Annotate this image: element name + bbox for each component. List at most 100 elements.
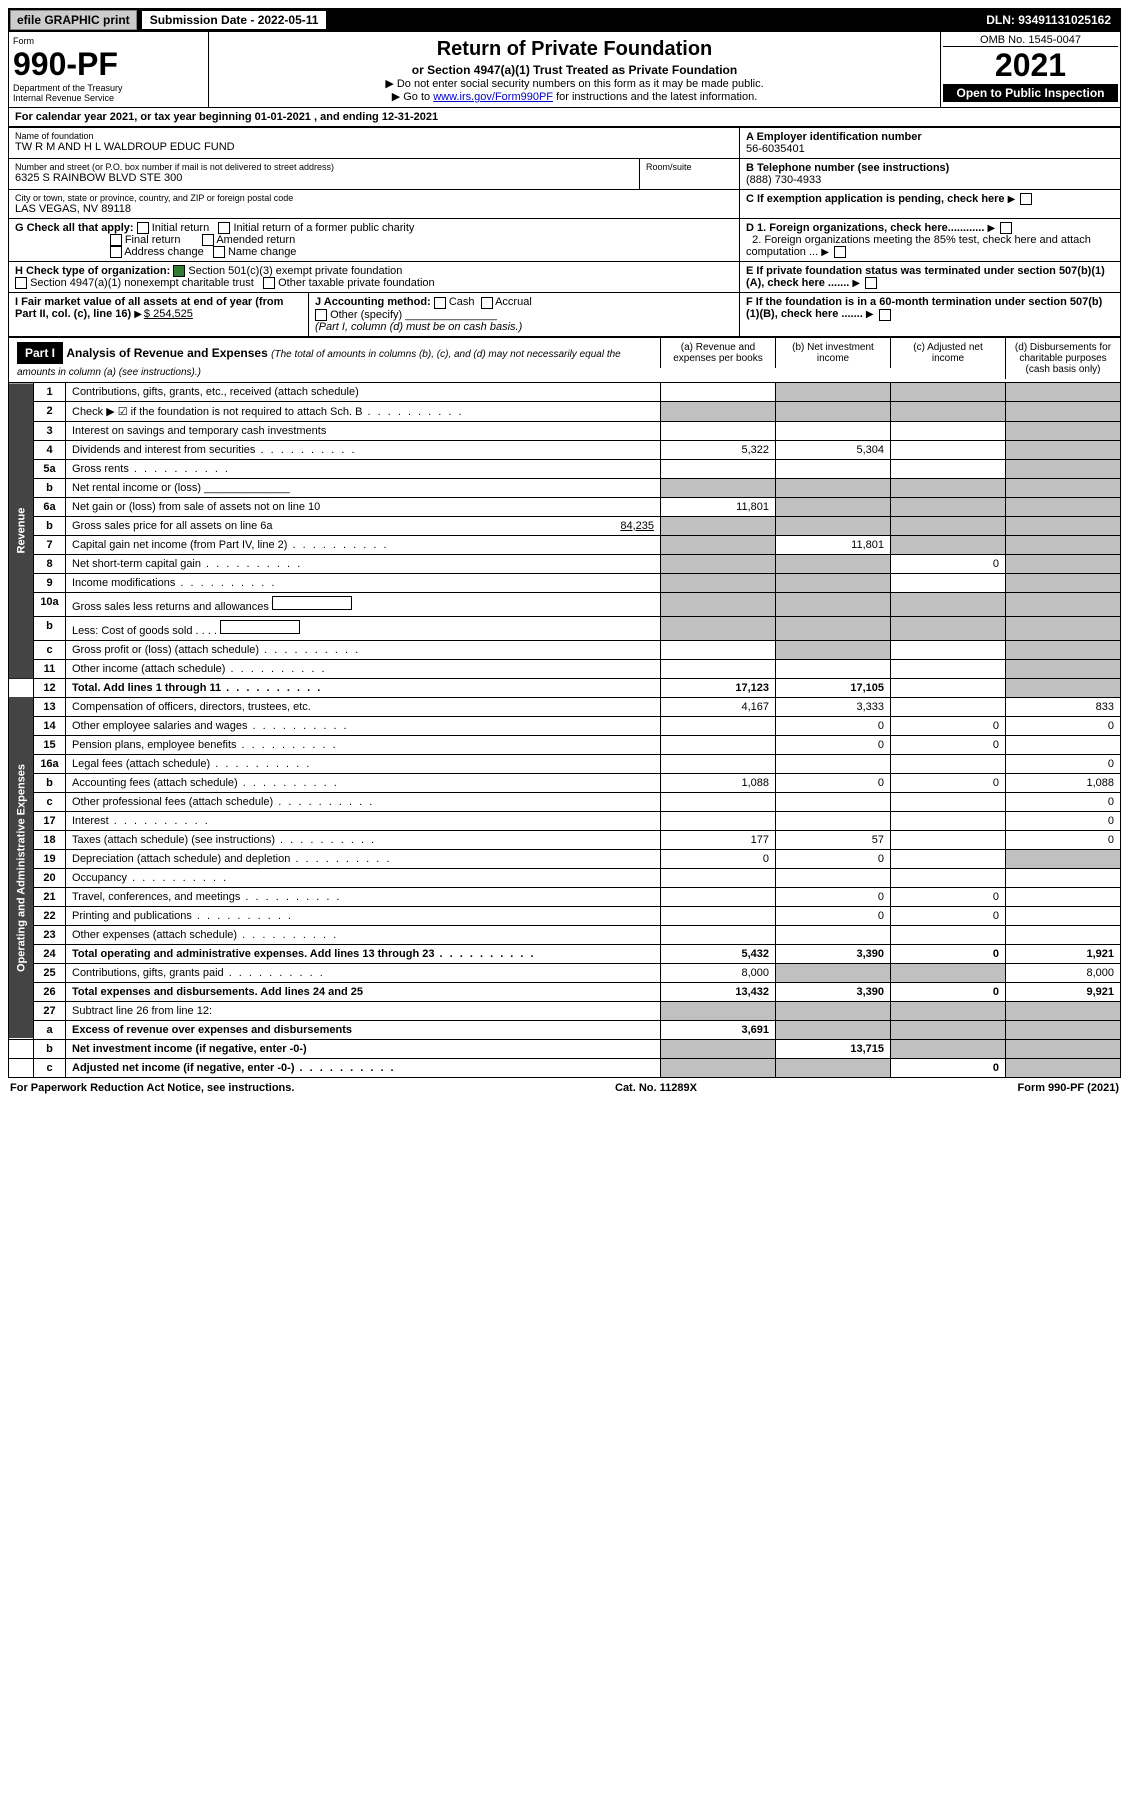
- part1-header: Part I Analysis of Revenue and Expenses …: [8, 338, 1121, 383]
- c-checkbox[interactable]: [1020, 193, 1032, 205]
- form-header: Form 990-PF Department of the Treasury I…: [8, 32, 1121, 108]
- h-501c3-checkbox[interactable]: [173, 265, 185, 277]
- ein-value: 56-6035401: [746, 143, 1114, 155]
- cal-begin: 01-01-2021: [255, 111, 311, 123]
- j-cash: Cash: [449, 296, 475, 308]
- revenue-sidelabel: Revenue: [9, 383, 34, 679]
- table-row: 26Total expenses and disbursements. Add …: [9, 982, 1121, 1001]
- g-initial-former: Initial return of a former public charit…: [233, 222, 414, 234]
- phone-value: (888) 730-4933: [746, 174, 1114, 186]
- open-inspection-badge: Open to Public Inspection: [943, 84, 1118, 102]
- form-label: Form: [13, 36, 204, 46]
- d2-checkbox[interactable]: [834, 246, 846, 258]
- foundation-name-label: Name of foundation: [15, 131, 733, 141]
- j-label: J Accounting method:: [315, 296, 431, 308]
- h-label: H Check type of organization:: [15, 265, 170, 277]
- efile-print-button[interactable]: efile GRAPHIC print: [10, 10, 137, 30]
- j-accrual-checkbox[interactable]: [481, 297, 493, 309]
- g-initial-checkbox[interactable]: [137, 222, 149, 234]
- d1-checkbox[interactable]: [1000, 222, 1012, 234]
- footer-right: Form 990-PF (2021): [1018, 1082, 1119, 1094]
- ein-label: A Employer identification number: [746, 131, 1114, 143]
- i-value: $ 254,525: [144, 308, 193, 320]
- j-other: Other (specify): [330, 309, 402, 321]
- g-label: G Check all that apply:: [15, 222, 134, 234]
- table-row: 12Total. Add lines 1 through 11 17,12317…: [9, 678, 1121, 697]
- g-amended: Amended return: [216, 234, 295, 246]
- col-b-header: (b) Net investment income: [775, 338, 890, 368]
- e-checkbox[interactable]: [865, 277, 877, 289]
- g-initial-former-checkbox[interactable]: [218, 222, 230, 234]
- expenses-sidelabel: Operating and Administrative Expenses: [9, 697, 34, 1039]
- h-4947: Section 4947(a)(1) nonexempt charitable …: [30, 277, 254, 289]
- form-number: 990-PF: [13, 46, 204, 83]
- table-row: 4Dividends and interest from securities …: [9, 440, 1121, 459]
- j-note: (Part I, column (d) must be on cash basi…: [315, 321, 522, 333]
- g-amended-checkbox[interactable]: [202, 234, 214, 246]
- table-row: 8Net short-term capital gain 0: [9, 554, 1121, 573]
- table-row: 25Contributions, gifts, grants paid 8,00…: [9, 963, 1121, 982]
- room-label: Room/suite: [646, 162, 733, 172]
- dln: DLN: 93491131025162: [986, 13, 1119, 27]
- table-row: 17Interest 0: [9, 811, 1121, 830]
- c-label: C If exemption application is pending, c…: [746, 193, 1005, 205]
- address-label: Number and street (or P.O. box number if…: [15, 162, 633, 172]
- irs-label: Internal Revenue Service: [13, 93, 204, 103]
- g-final-checkbox[interactable]: [110, 234, 122, 246]
- table-row: 19Depreciation (attach schedule) and dep…: [9, 849, 1121, 868]
- table-row: 16aLegal fees (attach schedule) 0: [9, 754, 1121, 773]
- table-row: 9Income modifications: [9, 573, 1121, 592]
- cal-label: For calendar year 2021, or tax year begi…: [15, 111, 255, 123]
- j-other-checkbox[interactable]: [315, 309, 327, 321]
- city-label: City or town, state or province, country…: [15, 193, 733, 203]
- f-checkbox[interactable]: [879, 309, 891, 321]
- note-ssn: ▶ Do not enter social security numbers o…: [217, 77, 932, 90]
- table-row: 22Printing and publications 00: [9, 906, 1121, 925]
- table-row: aExcess of revenue over expenses and dis…: [9, 1020, 1121, 1039]
- cal-mid: , and ending: [314, 111, 382, 123]
- table-row: Revenue 1Contributions, gifts, grants, e…: [9, 383, 1121, 402]
- h-other-checkbox[interactable]: [263, 277, 275, 289]
- table-row: 2Check ▶ ☑ if the foundation is not requ…: [9, 401, 1121, 421]
- calendar-year-row: For calendar year 2021, or tax year begi…: [8, 108, 1121, 128]
- col-c-header: (c) Adjusted net income: [890, 338, 1005, 368]
- table-row: bNet rental income or (loss) ___________…: [9, 478, 1121, 497]
- year-box: OMB No. 1545-0047 2021 Open to Public In…: [940, 32, 1120, 107]
- f-label: F If the foundation is in a 60-month ter…: [746, 296, 1102, 320]
- footer-left: For Paperwork Reduction Act Notice, see …: [10, 1082, 294, 1094]
- g-name: Name change: [228, 246, 297, 258]
- submission-date: Submission Date - 2022-05-11: [141, 10, 328, 30]
- d1-label: D 1. Foreign organizations, check here..…: [746, 222, 984, 234]
- j-cash-checkbox[interactable]: [434, 297, 446, 309]
- table-row: 18Taxes (attach schedule) (see instructi…: [9, 830, 1121, 849]
- form-id-block: Form 990-PF Department of the Treasury I…: [9, 32, 209, 107]
- address-value: 6325 S RAINBOW BLVD STE 300: [15, 172, 633, 184]
- instructions-link[interactable]: www.irs.gov/Form990PF: [433, 91, 553, 103]
- h-501c3: Section 501(c)(3) exempt private foundat…: [188, 265, 402, 277]
- e-label: E If private foundation status was termi…: [746, 265, 1105, 289]
- table-row: 5aGross rents: [9, 459, 1121, 478]
- table-row: 7Capital gain net income (from Part IV, …: [9, 535, 1121, 554]
- footer-center: Cat. No. 11289X: [615, 1082, 697, 1094]
- top-bar: efile GRAPHIC print Submission Date - 20…: [8, 8, 1121, 32]
- table-row: 21Travel, conferences, and meetings 00: [9, 887, 1121, 906]
- table-row: 23Other expenses (attach schedule): [9, 925, 1121, 944]
- tax-year: 2021: [943, 47, 1118, 84]
- note-instructions: ▶ Go to www.irs.gov/Form990PF for instru…: [217, 90, 932, 103]
- col-a-header: (a) Revenue and expenses per books: [660, 338, 775, 368]
- line2-desc: Check ▶ ☑ if the foundation is not requi…: [72, 406, 362, 418]
- col-d-header: (d) Disbursements for charitable purpose…: [1005, 338, 1120, 379]
- g-address: Address change: [124, 246, 204, 258]
- dept-label: Department of the Treasury: [13, 83, 204, 93]
- h-4947-checkbox[interactable]: [15, 277, 27, 289]
- g-initial: Initial return: [152, 222, 209, 234]
- h-other: Other taxable private foundation: [278, 277, 435, 289]
- j-accrual: Accrual: [495, 296, 532, 308]
- g-name-checkbox[interactable]: [213, 246, 225, 258]
- g-address-checkbox[interactable]: [110, 246, 122, 258]
- city-value: LAS VEGAS, NV 89118: [15, 203, 733, 215]
- part1-heading: Analysis of Revenue and Expenses: [66, 346, 267, 360]
- table-row: 27Subtract line 26 from line 12:: [9, 1001, 1121, 1020]
- table-row: bNet investment income (if negative, ent…: [9, 1039, 1121, 1058]
- table-row: bGross sales price for all assets on lin…: [9, 516, 1121, 535]
